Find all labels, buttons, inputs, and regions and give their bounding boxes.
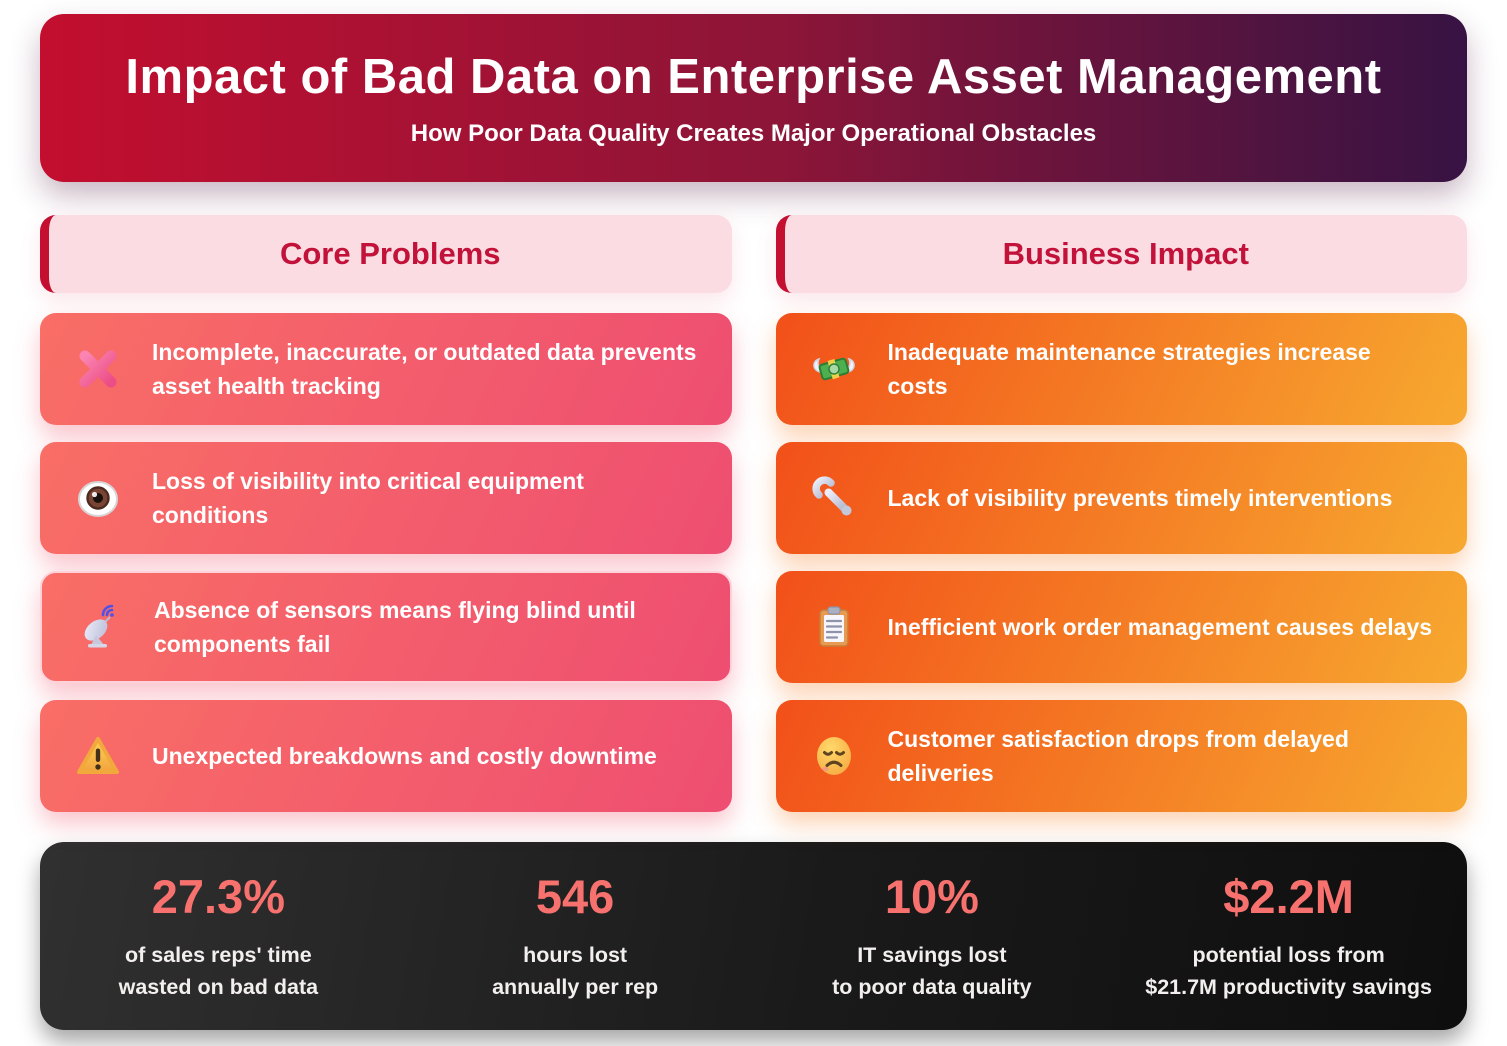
stats-bar: 27.3% of sales reps' time wasted on bad … xyxy=(40,842,1467,1030)
satellite-antenna-icon xyxy=(76,603,124,651)
stat-label: hours lost annually per rep xyxy=(492,943,659,999)
stat-hours-lost: 546 hours lost annually per rep xyxy=(397,869,754,1002)
problem-card-text: Absence of sensors means flying blind un… xyxy=(154,596,636,658)
clipboard-icon xyxy=(810,603,858,651)
problem-card-loss-of-visibility: Loss of visibility into critical equipme… xyxy=(40,442,732,554)
impact-card-text: Customer satisfaction drops from delayed… xyxy=(887,725,1349,787)
stat-value: 10% xyxy=(884,870,979,924)
impact-card-text: Lack of visibility prevents timely inter… xyxy=(887,484,1393,511)
columns-container: Core Problems xyxy=(40,215,1467,812)
impact-card-customer-satisfaction: Customer satisfaction drops from delayed… xyxy=(775,700,1467,812)
impact-card-text: Inadequate maintenance strategies increa… xyxy=(887,338,1371,400)
stat-it-savings: 10% IT savings lost to poor data quality xyxy=(754,869,1111,1002)
core-problems-column: Core Problems xyxy=(40,215,732,812)
stat-label: of sales reps' time wasted on bad data xyxy=(118,943,319,999)
stat-value: 27.3% xyxy=(151,870,286,924)
business-impact-column: Business Impact xyxy=(775,215,1467,812)
header-banner: Impact of Bad Data on Enterprise Asset M… xyxy=(40,14,1467,182)
problem-card-text: Incomplete, inaccurate, or outdated data… xyxy=(152,338,697,400)
wrench-icon xyxy=(810,474,858,522)
business-impact-cards: Inadequate maintenance strategies increa… xyxy=(775,313,1467,812)
problem-card-text: Loss of visibility into critical equipme… xyxy=(152,467,584,529)
core-problems-cards: Incomplete, inaccurate, or outdated data… xyxy=(40,313,732,812)
stat-label: IT savings lost to poor data quality xyxy=(832,943,1032,999)
problem-card-incomplete-data: Incomplete, inaccurate, or outdated data… xyxy=(40,313,732,425)
stat-value: $2.2M xyxy=(1223,870,1354,924)
problem-card-absence-of-sensors: Absence of sensors means flying blind un… xyxy=(40,571,732,683)
eye-icon xyxy=(74,474,122,522)
business-impact-header: Business Impact xyxy=(775,215,1467,293)
page-title: Impact of Bad Data on Enterprise Asset M… xyxy=(125,49,1382,104)
page-subtitle: How Poor Data Quality Creates Major Oper… xyxy=(410,119,1097,147)
stat-label: potential loss from $21.7M productivity … xyxy=(1145,943,1432,999)
impact-card-work-order-delays: Inefficient work order management causes… xyxy=(775,571,1467,683)
problem-card-unexpected-breakdowns: Unexpected breakdowns and costly downtim… xyxy=(40,700,732,812)
impact-card-text: Inefficient work order management causes… xyxy=(887,613,1433,640)
stat-value: 546 xyxy=(535,870,615,924)
impact-card-maintenance-costs: Inadequate maintenance strategies increa… xyxy=(775,313,1467,425)
stat-potential-loss: $2.2M potential loss from $21.7M product… xyxy=(1110,869,1467,1002)
problem-card-text: Unexpected breakdowns and costly downtim… xyxy=(152,742,657,769)
core-problems-title: Core Problems xyxy=(279,236,501,271)
money-with-wings-icon xyxy=(810,345,858,393)
stat-sales-reps-time: 27.3% of sales reps' time wasted on bad … xyxy=(40,869,397,1002)
warning-icon xyxy=(74,732,122,780)
impact-card-timely-interventions: Lack of visibility prevents timely inter… xyxy=(775,442,1467,554)
business-impact-title: Business Impact xyxy=(1002,236,1249,271)
sad-face-icon xyxy=(810,732,858,780)
cross-mark-icon xyxy=(74,345,122,393)
core-problems-header: Core Problems xyxy=(40,215,732,293)
